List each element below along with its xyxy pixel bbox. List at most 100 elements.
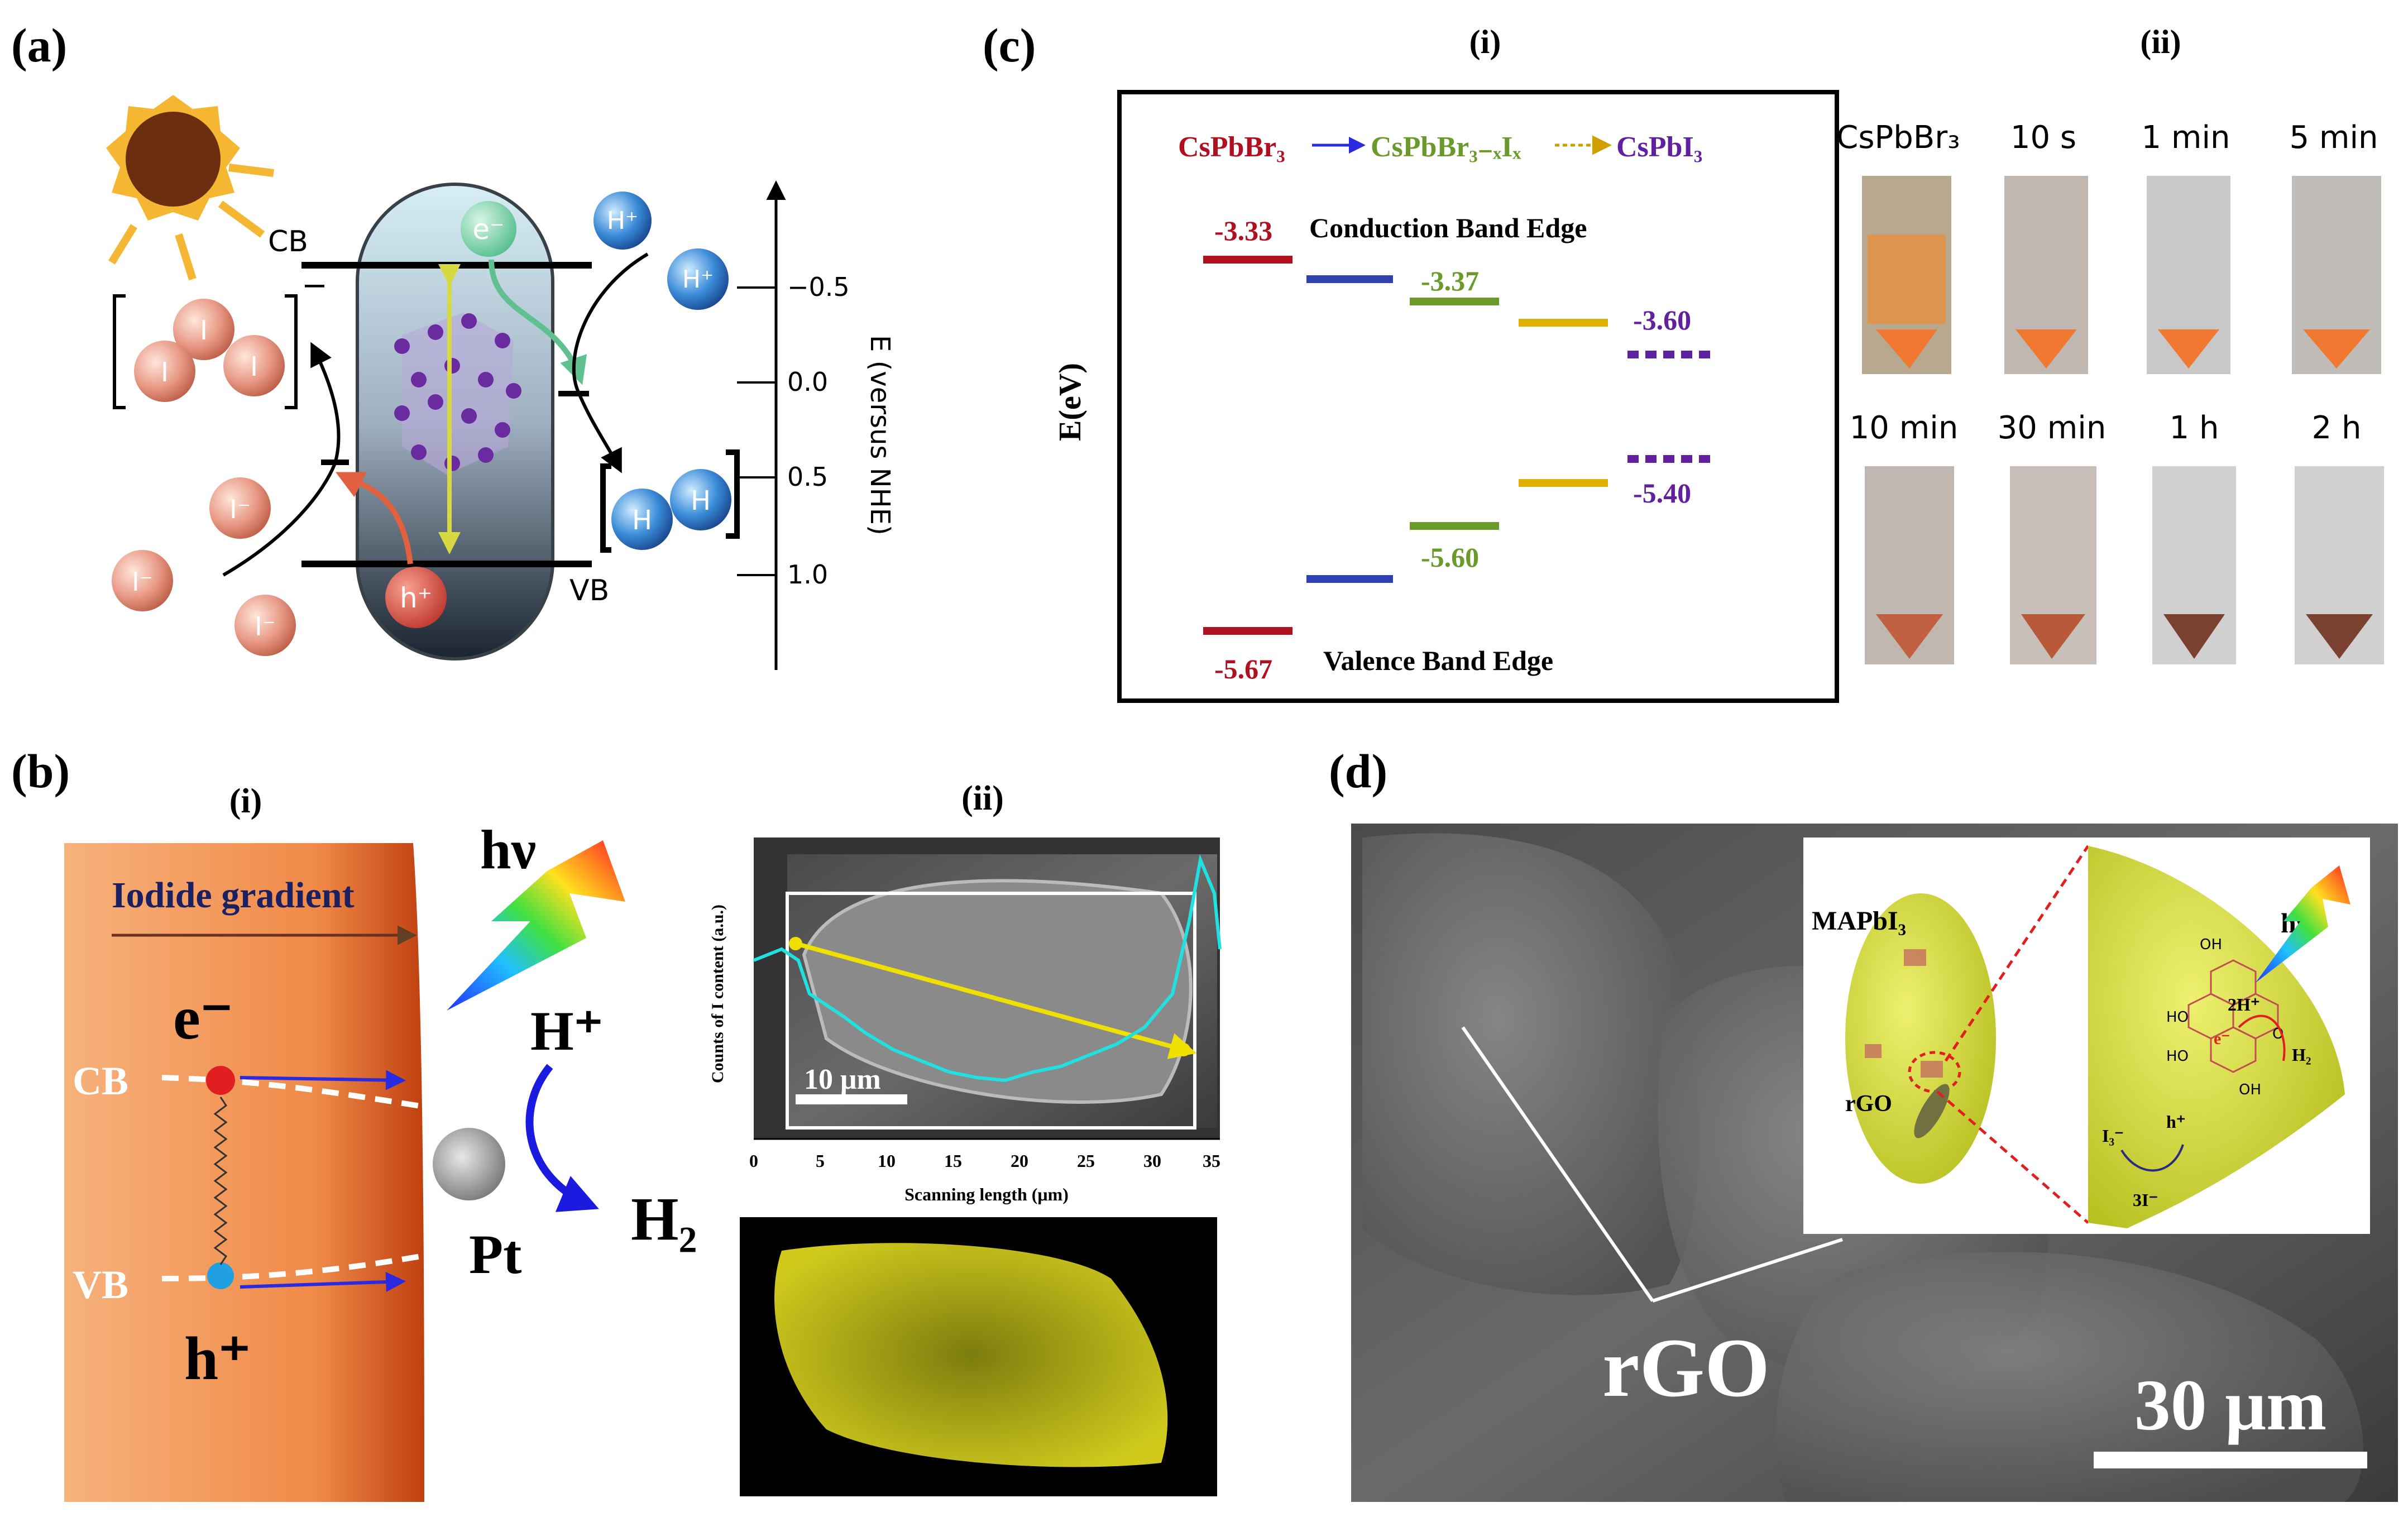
rgo-label: rGO [1602, 1322, 1770, 1414]
oh-1: OH [2200, 936, 2222, 953]
inset-e: e⁻ [2214, 1030, 2230, 1048]
hv-label: hν [480, 819, 536, 880]
panel-b-label: (b) [11, 744, 70, 798]
proton-label-2: H⁺ [682, 265, 714, 294]
electron-dot [206, 1066, 235, 1095]
panel-b-sub-i: (i) [229, 782, 262, 820]
value-cb-cspbbr3: -3.33 [1214, 215, 1272, 246]
panel-b: (b) (i) (ii) Iodide gradient e⁻ h⁺ CB VB… [11, 744, 1222, 1502]
xtick-7: 35 [1203, 1151, 1220, 1171]
hydrogen-label-1: H [632, 505, 652, 536]
scale-bar-d: 30 μm [2134, 1365, 2327, 1446]
hydrogen-label-2: H [691, 485, 711, 516]
axis-label: E (versus NHE) [864, 335, 896, 535]
inset-mapbi3: MAPbI₃ [1812, 906, 1906, 936]
mapbi3-particle [1845, 893, 1996, 1184]
value-cb-mixed: -3.37 [1421, 265, 1479, 296]
iodide-label-1: I⁻ [229, 494, 251, 524]
energy-axis-label: E(eV) [1053, 363, 1088, 441]
iodine-label-2: I [161, 357, 169, 388]
proton-label-1: H⁺ [607, 207, 638, 235]
cb-edge-title: Conduction Band Edge [1309, 212, 1587, 243]
xtick-6: 30 [1143, 1151, 1161, 1171]
panel-d-label: (d) [1329, 744, 1387, 798]
formula-mixed: CsPbBr₃₋ₓIₓ [1371, 131, 1521, 163]
cb-label-b: CB [73, 1059, 128, 1103]
inset-i3: I₃⁻ [2102, 1126, 2124, 1146]
photo-label-1: CsPbBr₃ [1836, 119, 1960, 156]
panel-c: (c) (i) (ii) CsPbBr₃ CsPbBr₃₋ₓIₓ CsPbI₃ … [983, 18, 2384, 703]
xtick-3: 15 [944, 1151, 962, 1171]
magnified-slice [2088, 846, 2345, 1228]
oh-2: OH [2239, 1081, 2261, 1098]
formula-cspbi3: CsPbI₃ [1616, 131, 1702, 163]
xtick-2: 10 [878, 1151, 896, 1171]
hole-dot [207, 1262, 234, 1289]
value-vb-mixed: -5.60 [1421, 542, 1479, 573]
electron-label: e⁻ [472, 213, 504, 246]
panel-c-sub-i: (i) [1469, 23, 1501, 60]
value-cb-cspbi3: -3.60 [1633, 304, 1691, 336]
inset-rgo: rGO [1845, 1091, 1892, 1117]
scale-bar-d-bar [2094, 1452, 2367, 1468]
panel-c-label: (c) [983, 18, 1036, 72]
iodine-profile-line [753, 854, 1222, 1083]
photo-label-7: 1 h [2170, 410, 2219, 446]
inset-h: h⁺ [2166, 1112, 2186, 1132]
electron-ball [461, 201, 516, 257]
value-vb-cspbbr3: -5.67 [1214, 653, 1272, 685]
tick-4: 1.0 [787, 559, 828, 590]
light-icon [447, 840, 625, 1011]
hole-ball [385, 567, 447, 628]
tick-1: −0.5 [787, 272, 850, 302]
iodine-label-1: I [200, 315, 208, 346]
panel-b-sub-ii: (ii) [961, 779, 1004, 817]
hole-label: h⁺ [400, 582, 432, 614]
inset-3i: 3I⁻ [2133, 1190, 2158, 1210]
inset-light-icon [2256, 865, 2350, 983]
vb-label: VB [569, 574, 609, 607]
panel-a-label: (a) [11, 18, 67, 72]
iodine-label-3: I [250, 351, 258, 382]
photo-grid: CsPbBr₃ 10 s 1 min 5 min 10 min 30 min 1… [1836, 119, 2384, 664]
vb-label-b: VB [73, 1262, 128, 1307]
vb-edge-title: Valence Band Edge [1323, 645, 1553, 676]
cb-label: CB [268, 225, 308, 259]
xtick-4: 20 [1011, 1151, 1028, 1171]
photo-label-6: 30 min [1998, 410, 2107, 446]
photo-label-4: 5 min [2289, 119, 2378, 156]
photo-label-2: 10 s [2010, 119, 2076, 156]
formula-cspbbr3: CsPbBr₃ [1178, 131, 1285, 163]
tick-3: 0.5 [787, 462, 828, 492]
sun-icon [106, 95, 274, 281]
bracket-charge: − [301, 267, 328, 304]
inset-h2: H₂ [2292, 1045, 2311, 1065]
xtick-1: 5 [816, 1151, 825, 1171]
panel-d: (d) rGO 30 μm MAPbI₃ rGO OH HO [1329, 744, 2398, 1502]
tick-2: 0.0 [787, 367, 828, 397]
electron-symbol: e⁻ [173, 984, 233, 1052]
photo-label-3: 1 min [2141, 119, 2230, 156]
inset-2h: 2H⁺ [2228, 994, 2260, 1014]
photo-label-5: 10 min [1850, 410, 1959, 446]
iodide-label-3: I⁻ [255, 611, 276, 642]
photo-label-8: 2 h [2312, 410, 2362, 446]
iodide-gradient-label: Iodide gradient [112, 875, 355, 916]
pt-particle [433, 1128, 505, 1200]
xtick-5: 25 [1077, 1151, 1095, 1171]
line-scan-ylabel: Counts of I content (a.u.) [708, 905, 727, 1083]
iodide-label-2: I⁻ [132, 567, 153, 597]
panel-a: (a) CB VB e⁻ [11, 18, 896, 670]
scale-bar-b: 10 μm [804, 1064, 881, 1095]
line-scan-xticks: 0 5 10 15 20 25 30 35 [749, 1151, 1220, 1171]
ho-1: HO [2166, 1009, 2189, 1026]
panel-c-sub-ii: (ii) [2140, 23, 2181, 60]
value-vb-cspbi3: -5.40 [1633, 477, 1691, 509]
h2-b: H₂ [631, 1185, 697, 1253]
proton-b: H⁺ [530, 1000, 604, 1062]
line-scan-xlabel: Scanning length (μm) [904, 1184, 1069, 1204]
xtick-0: 0 [749, 1151, 758, 1171]
ho-2: HO [2166, 1048, 2189, 1065]
hole-symbol: h⁺ [184, 1324, 251, 1392]
pt-label: Pt [469, 1223, 521, 1285]
